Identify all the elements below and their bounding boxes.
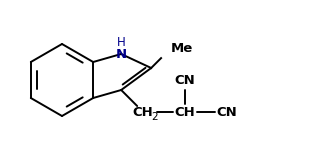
Text: CN: CN <box>217 106 238 119</box>
Text: CH: CH <box>133 106 154 119</box>
Text: N: N <box>116 49 127 62</box>
Text: CN: CN <box>175 75 196 88</box>
Text: CH: CH <box>175 106 196 119</box>
Text: Me: Me <box>171 43 193 56</box>
Text: H: H <box>117 37 126 50</box>
Text: 2: 2 <box>151 112 157 122</box>
